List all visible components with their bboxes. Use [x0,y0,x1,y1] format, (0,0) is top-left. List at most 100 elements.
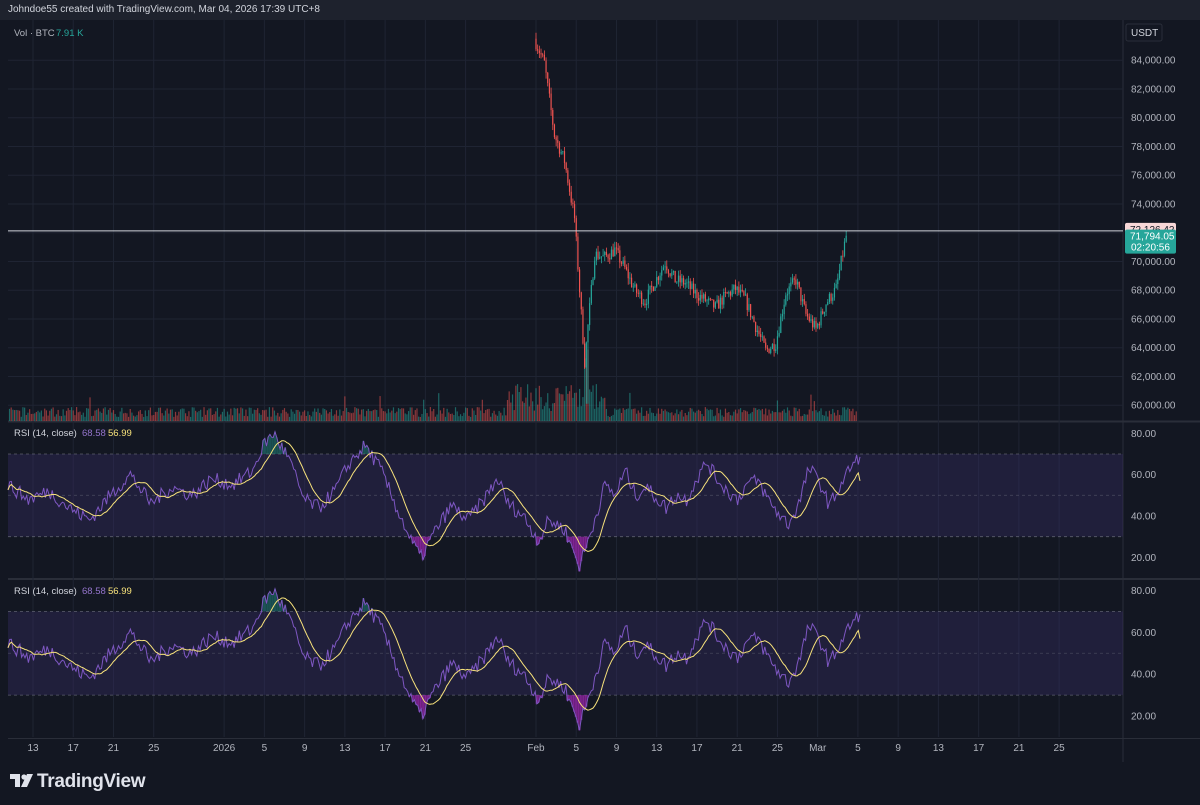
volume-bar [726,412,728,421]
candle-body [649,285,651,290]
candle-body [600,256,602,258]
volume-bar [285,411,287,421]
volume-bar [314,408,316,421]
volume-bar [505,415,507,421]
volume-bar [501,415,504,421]
candle-body [689,281,691,289]
candle-body [805,304,807,314]
volume-bar [340,415,343,421]
candle-body [803,299,805,305]
volume-bar [543,406,545,421]
candle-body [812,319,814,328]
rsi-1-legend-label: RSI (14, close) [14,428,77,439]
volume-bar [776,400,779,421]
volume-bar [133,415,135,421]
volume-bar [325,410,328,421]
volume-bar [481,399,483,421]
candle-body [592,278,594,285]
candle-body [587,324,589,343]
volume-bar [372,410,374,421]
volume-bar [136,415,138,421]
volume-bar [79,411,81,421]
volume-bar [81,414,83,421]
candle-body [537,49,539,51]
volume-bar [798,408,800,421]
header-bar: Johndoe55 created with TradingView.com, … [0,0,1200,20]
volume-bar [817,412,819,421]
candle-body [620,262,623,264]
volume-bar [367,408,369,421]
volume-bar [357,408,359,421]
candle-body [703,294,705,299]
volume-bar [781,410,784,421]
volume-bar [304,410,306,421]
volume-bar [309,414,311,421]
volume-bar [470,416,472,421]
candle-body [557,140,559,143]
volume-bar [642,415,644,421]
volume-bar [144,410,146,421]
volume-bar [480,410,482,421]
volume-bar [558,393,561,421]
candle-body [810,319,812,321]
volume-bar [656,413,658,421]
price-axis[interactable] [1123,20,1200,738]
candle-body [820,311,822,326]
volume-bar [486,409,488,421]
volume-bar [672,415,675,421]
volume-bar [493,410,495,421]
volume-bar [662,410,665,421]
time-tick-label: 21 [1013,743,1025,754]
volume-bar [459,414,462,421]
volume-bar [533,410,535,421]
rsi-1-legend-ma: 56.99 [108,428,132,439]
footer: TradingView [0,762,1200,805]
volume-bar [770,413,772,421]
volume-bar [406,414,408,421]
candle-body [568,182,571,192]
volume-bar [386,413,388,421]
candle-body [771,343,774,349]
volume-bar [842,407,844,421]
tradingview-brand[interactable]: TradingView [37,771,146,792]
volume-bar [418,416,420,421]
volume-bar [515,385,517,421]
volume-bar [240,407,242,421]
rsi-pane-2[interactable] [8,580,1123,738]
volume-bar [627,408,629,421]
price-tick-label: 68,000.00 [1131,286,1176,297]
volume-bar [156,411,158,421]
volume-bar [791,416,794,421]
volume-bar [424,409,426,421]
volume-bar [216,407,219,421]
volume-bar [127,416,130,421]
volume-bar [168,413,170,421]
candle-body [798,281,800,288]
volume-bar [736,413,738,421]
volume-bar [401,408,403,421]
rsi-pane-1[interactable] [8,423,1123,578]
volume-bar [334,414,336,421]
volume-bar [771,410,774,421]
price-pane[interactable] [8,20,1123,421]
volume-bar [275,415,277,421]
time-tick-label: 9 [614,743,620,754]
candle-body [585,342,587,368]
chart-area[interactable]: 60,000.00 62,000.00 64,000.00 66,000.00 68,0… [0,20,1200,762]
volume-bar [458,416,460,421]
volume-bar [622,408,624,421]
volume-bar [790,415,792,421]
price-tick-label: 66,000.00 [1131,314,1176,325]
volume-bar [129,408,131,421]
volume-bar [557,387,559,421]
volume-bar [200,409,202,421]
volume-bar [545,402,547,421]
tradingview-logo-icon[interactable] [10,774,34,790]
volume-bar [354,407,356,421]
candle-body [739,289,742,293]
volume-bar [407,411,410,421]
time-tick-label: 17 [380,743,392,754]
volume-bar [102,408,105,421]
volume-bar [15,409,17,421]
candle-body [562,151,564,153]
